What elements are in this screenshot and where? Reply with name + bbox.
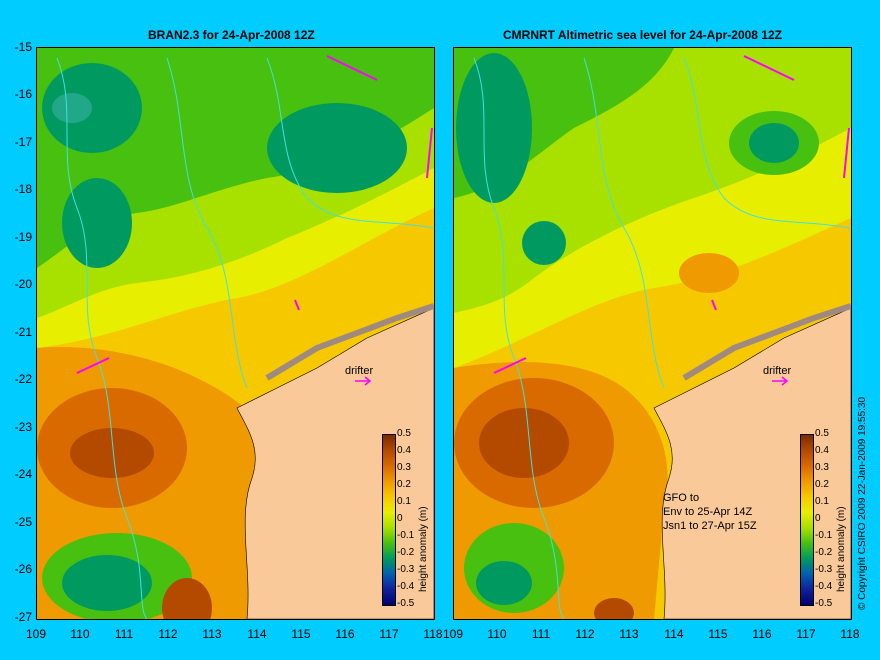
right-map-panel[interactable] (453, 47, 852, 620)
y-tick-label: -26 (14, 562, 32, 576)
info-line: Env to 25-Apr 14Z (663, 506, 753, 518)
right-panel-title: CMRNRT Altimetric sea level for 24-Apr-2… (503, 28, 782, 42)
x-tick-label: 115 (708, 627, 728, 641)
colorbar-label: 0.1 (397, 496, 411, 507)
colorbar-label: -0.1 (815, 530, 833, 541)
colorbar-label: 0.5 (397, 428, 411, 439)
colorbar-label: -0.2 (397, 547, 415, 558)
colorbar-label: -0.2 (815, 547, 833, 558)
y-tick-label: -23 (14, 420, 32, 434)
y-tick-label: -15 (14, 40, 32, 54)
colorbar-title: height anomaly (m) (836, 506, 847, 592)
y-tick-label: -21 (14, 325, 32, 339)
copyright-notice: © Copyright CSIRO 2009 22-Jan-2009 19:55… (857, 396, 868, 610)
colorbar-label: 0 (815, 513, 821, 524)
x-tick-label: 118 (840, 627, 860, 641)
x-tick-label: 118 (423, 627, 443, 641)
drifter-icon (355, 376, 372, 386)
x-tick-label: 110 (487, 627, 507, 641)
x-tick-label: 115 (291, 627, 311, 641)
colorbar-label: 0.1 (815, 496, 829, 507)
x-tick-label: 114 (247, 627, 267, 641)
colorbar-label: -0.5 (397, 598, 415, 609)
y-tick-label: -27 (14, 610, 32, 624)
colorbar-label: 0.5 (815, 428, 829, 439)
y-tick-label: -22 (14, 372, 32, 386)
colorbar-label: 0.3 (397, 462, 411, 473)
x-tick-label: 109 (442, 627, 464, 641)
left-panel-title: BRAN2.3 for 24-Apr-2008 12Z (148, 28, 315, 42)
info-line: Jsn1 to 27-Apr 15Z (663, 520, 757, 532)
colorbar-label: 0.2 (397, 479, 411, 490)
left-map-panel[interactable] (36, 47, 435, 620)
y-tick-label: -17 (14, 135, 32, 149)
x-tick-label: 112 (575, 627, 595, 641)
x-tick-label: 111 (531, 627, 551, 641)
x-tick-label: 116 (752, 627, 772, 641)
colorbar-label: -0.1 (397, 530, 415, 541)
right-map (454, 48, 851, 619)
colorbar-label: -0.3 (815, 564, 833, 575)
x-tick-label: 112 (158, 627, 178, 641)
satellite-info: GFO to Env to 25-Apr 14Z Jsn1 to 27-Apr … (663, 491, 757, 533)
x-tick-label: 109 (25, 627, 47, 641)
colorbar-label: 0.3 (815, 462, 829, 473)
colorbar-title: height anomaly (m) (418, 506, 429, 592)
drifter-tracks (76, 55, 433, 374)
y-tick-label: -16 (14, 87, 32, 101)
y-tick-label: -20 (14, 277, 32, 291)
colorbar-label: -0.3 (397, 564, 415, 575)
y-tick-label: -24 (14, 467, 32, 481)
info-line: GFO to (663, 492, 700, 504)
colorbar-label: -0.5 (815, 598, 833, 609)
x-tick-label: 117 (379, 627, 399, 641)
colorbar-gradient (382, 434, 396, 606)
drifter-tracks-right (493, 55, 850, 374)
y-tick-label: -25 (14, 515, 32, 529)
colorbar-label: 0.4 (815, 445, 829, 456)
drifter-icon-right (772, 376, 789, 386)
colorbar-gradient (800, 434, 814, 606)
x-tick-label: 113 (202, 627, 222, 641)
drifter-label-left: drifter (345, 365, 374, 377)
left-map (37, 48, 434, 619)
colorbar-label: 0 (397, 513, 403, 524)
y-tick-label: -19 (14, 230, 32, 244)
y-tick-label: -18 (14, 182, 32, 196)
colorbar-label: -0.4 (815, 581, 833, 592)
colorbar-label: -0.4 (397, 581, 415, 592)
colorbar-label: 0.4 (397, 445, 411, 456)
colorbar-label: 0.2 (815, 479, 829, 490)
x-tick-label: 114 (664, 627, 684, 641)
drifter-label-right: drifter (763, 365, 792, 377)
x-tick-label: 111 (114, 627, 134, 641)
x-tick-label: 113 (619, 627, 639, 641)
x-tick-label: 117 (796, 627, 816, 641)
x-tick-label: 110 (70, 627, 90, 641)
x-tick-label: 116 (335, 627, 355, 641)
